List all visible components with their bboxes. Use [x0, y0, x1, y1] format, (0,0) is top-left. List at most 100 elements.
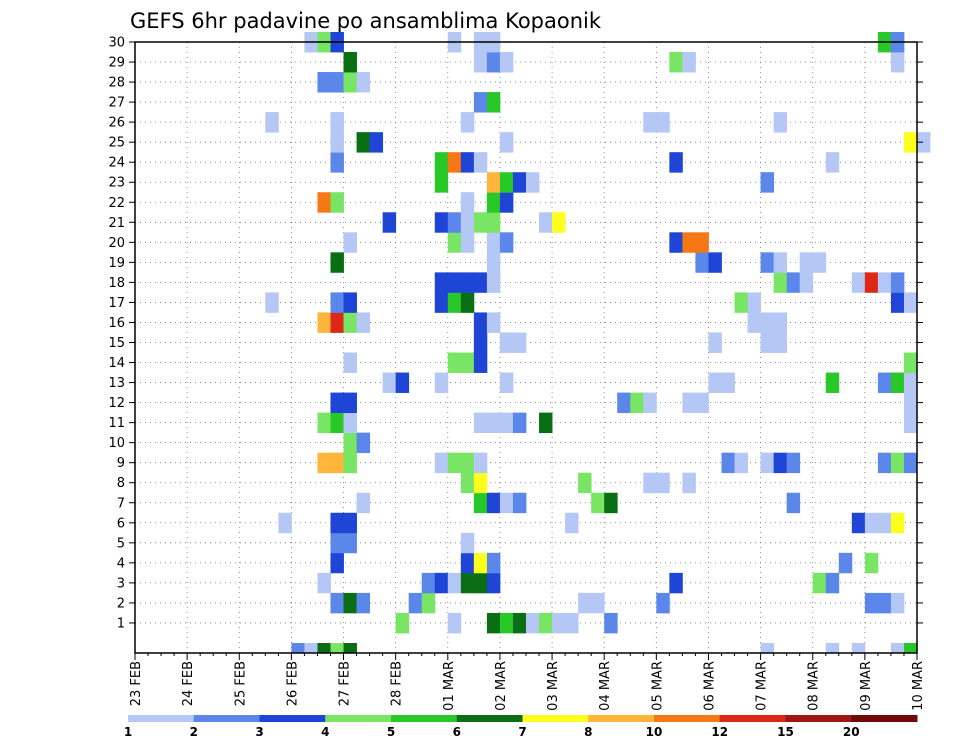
colorbar-label: 2 [190, 725, 198, 739]
heatmap-cell [760, 452, 775, 474]
heatmap-cell [747, 312, 761, 333]
heatmap-cell [434, 452, 449, 474]
heatmap-cell [578, 472, 592, 494]
heatmap-cell [486, 232, 501, 253]
heatmap-cell [434, 212, 449, 233]
heatmap-cell [317, 312, 331, 333]
x-tick-label: 05 MAR [650, 661, 665, 711]
heatmap-cell [499, 492, 514, 514]
heatmap-cell [617, 392, 631, 414]
heatmap-cell [460, 532, 475, 554]
y-tick-label: 29 [108, 56, 125, 71]
heatmap-cell [903, 352, 918, 373]
heatmap-cell [799, 272, 814, 293]
heatmap-cell [343, 592, 357, 614]
heatmap-cell [903, 642, 918, 654]
heatmap-cell [473, 312, 488, 333]
heatmap-cell [330, 552, 344, 574]
heatmap-cell [304, 642, 318, 654]
heatmap-cell [539, 612, 553, 634]
colorbar-swatch [193, 715, 260, 722]
heatmap-cell [473, 352, 488, 373]
heatmap-cell [486, 172, 501, 193]
heatmap-cell [708, 372, 722, 393]
y-tick-label: 2 [117, 596, 125, 611]
heatmap-cell [903, 412, 918, 434]
heatmap-cell [330, 412, 344, 434]
heatmap-cell [903, 132, 918, 153]
heatmap-cell [343, 312, 357, 333]
colorbar-swatch [456, 715, 523, 722]
colorbar-swatch [654, 715, 721, 722]
y-tick-label: 19 [108, 256, 125, 271]
heatmap-cell [565, 512, 579, 534]
heatmap-cell [851, 512, 866, 534]
heatmap-cell [760, 252, 775, 273]
colorbar-swatch [719, 715, 786, 722]
heatmap-cell [499, 132, 514, 153]
x-tick-label: 07 MAR [755, 661, 770, 711]
heatmap-cell [460, 352, 475, 373]
heatmap-cell [330, 512, 344, 534]
heatmap-cell [695, 392, 709, 414]
heatmap-cell [864, 552, 879, 574]
heatmap-cell [382, 372, 397, 393]
heatmap-cell [825, 152, 840, 173]
heatmap-cell [604, 612, 618, 634]
x-tick-label: 24 FEB [181, 661, 196, 706]
heatmap-cell [317, 412, 331, 434]
y-tick-label: 7 [117, 496, 125, 511]
y-tick-label: 17 [108, 296, 125, 311]
y-tick-label: 25 [108, 136, 125, 151]
heatmap-cell [499, 52, 514, 73]
heatmap-cell [473, 412, 488, 434]
heatmap-cell [526, 172, 540, 193]
heatmap-cell [317, 192, 331, 213]
heatmap-cell [473, 332, 488, 353]
heatmap-cell [512, 172, 527, 193]
heatmap-cell [447, 292, 462, 313]
heatmap-cells [265, 31, 931, 654]
colorbar-label: 10 [646, 725, 663, 739]
heatmap-cell [773, 272, 788, 293]
heatmap-cell [486, 92, 501, 113]
heatmap-cell [473, 452, 488, 474]
heatmap-cell [343, 512, 357, 534]
heatmap-cell [369, 132, 384, 153]
heatmap-cell [460, 472, 475, 494]
y-tick-label: 24 [108, 156, 125, 171]
heatmap-cell [903, 292, 918, 313]
heatmap-cell [512, 332, 527, 353]
heatmap-cell [877, 372, 892, 393]
heatmap-cell [356, 312, 370, 333]
colorbar-label: 7 [518, 725, 526, 739]
heatmap-cell [682, 232, 696, 253]
heatmap-cell [760, 332, 775, 353]
heatmap-cell [343, 412, 357, 434]
heatmap-cell [447, 452, 462, 474]
heatmap-cell [356, 432, 370, 454]
heatmap-cell [434, 272, 449, 293]
heatmap-cell [786, 492, 801, 514]
heatmap-cell [864, 512, 879, 534]
heatmap-cell [917, 132, 931, 153]
heatmap-cell [539, 212, 553, 233]
heatmap-cell [669, 152, 683, 173]
heatmap-cell [656, 472, 670, 494]
heatmap-cell [786, 272, 801, 293]
heatmap-cell [473, 552, 488, 574]
heatmap-cell [851, 272, 866, 293]
heatmap-cell [343, 232, 357, 253]
colorbar-label: 8 [584, 725, 592, 739]
heatmap-cell [486, 252, 501, 273]
heatmap-cell [499, 332, 514, 353]
heatmap-cell [343, 452, 357, 474]
heatmap-cell [473, 472, 488, 494]
heatmap-cell [447, 612, 462, 634]
heatmap-cell [473, 212, 488, 233]
heatmap-cell [343, 432, 357, 454]
heatmap-cell [486, 312, 501, 333]
colorbar-swatch [391, 715, 458, 722]
heatmap-cell [656, 112, 670, 133]
